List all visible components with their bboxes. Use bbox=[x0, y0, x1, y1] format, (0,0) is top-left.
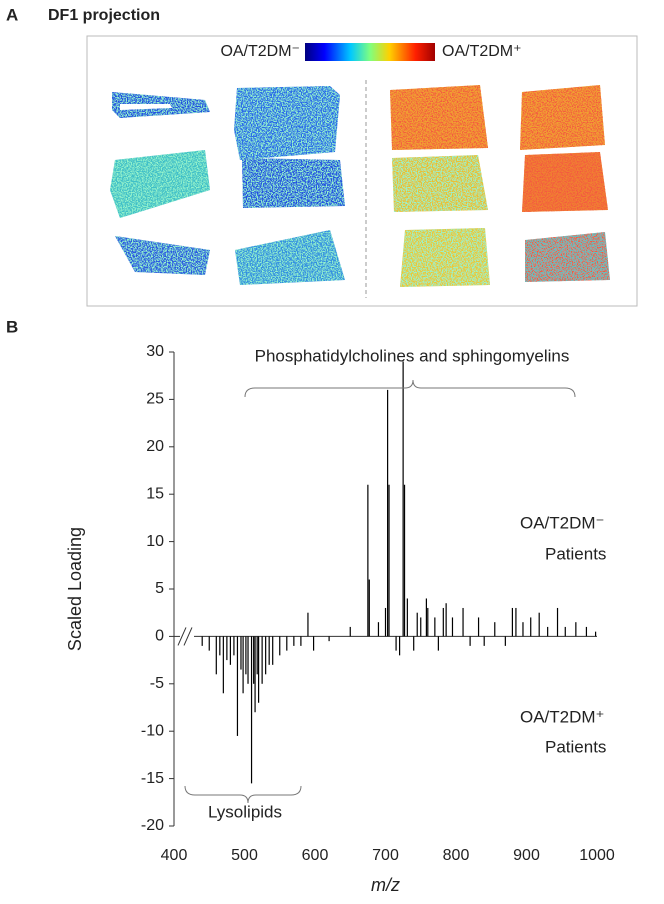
panel-frame bbox=[86, 35, 638, 307]
axis-break bbox=[177, 627, 187, 646]
y-tick-label: -5 bbox=[150, 675, 164, 692]
x-tick-label: 1000 bbox=[579, 847, 615, 864]
tissue bbox=[390, 85, 488, 150]
tissue bbox=[115, 236, 210, 275]
plot: -20 -15 -10 -5 0 5 10 15 20 25 30 400 500 600 700 800 90… bbox=[65, 343, 615, 895]
colorbar-low-label: OA/T2DM⁻ bbox=[220, 43, 300, 60]
panel-title: DF1 projection bbox=[48, 7, 160, 24]
y-tick-label: 5 bbox=[155, 580, 164, 597]
y-tick-label: 15 bbox=[146, 485, 164, 502]
x-tick-label: 600 bbox=[302, 847, 329, 864]
y-axis-label: Scaled Loading bbox=[65, 527, 85, 651]
tissue bbox=[235, 230, 345, 285]
tissue-sections bbox=[110, 85, 610, 287]
tissue bbox=[392, 155, 488, 212]
y-tick-label: 0 bbox=[155, 628, 164, 645]
x-tick-label: 500 bbox=[231, 847, 258, 864]
x-tick-label: 900 bbox=[513, 847, 540, 864]
panel-label: A bbox=[6, 5, 18, 24]
tissue bbox=[242, 158, 345, 208]
x-tick-label: 700 bbox=[372, 847, 399, 864]
tissue bbox=[400, 228, 490, 287]
tissue-notch bbox=[120, 104, 172, 110]
brace bbox=[184, 785, 302, 804]
annotation: Patients bbox=[545, 544, 606, 563]
brace bbox=[244, 379, 576, 398]
x-tick-label: 400 bbox=[161, 847, 188, 864]
colorbar-high-label: OA/T2DM⁺ bbox=[442, 43, 522, 60]
y-tick-label: -20 bbox=[141, 817, 164, 834]
y-tick-label: -15 bbox=[141, 770, 164, 787]
colorbar bbox=[305, 43, 435, 61]
annotation: OA/T2DM⁻ bbox=[520, 513, 605, 532]
y-tick-label: 10 bbox=[146, 533, 164, 550]
tissue bbox=[110, 150, 210, 218]
y-tick-label: 20 bbox=[146, 438, 164, 455]
tissue bbox=[522, 152, 608, 212]
x-tick-label: 800 bbox=[443, 847, 470, 864]
y-tick-label: 30 bbox=[146, 343, 164, 360]
tissue bbox=[234, 86, 340, 160]
y-tick-label: -10 bbox=[141, 722, 164, 739]
panel-label: B bbox=[6, 317, 18, 336]
y-tick-label: 25 bbox=[146, 391, 164, 408]
tissue bbox=[520, 85, 605, 150]
annotation: OA/T2DM⁺ bbox=[520, 707, 605, 726]
annotation: Patients bbox=[545, 737, 606, 756]
axis-break bbox=[183, 627, 193, 646]
annotation: Phosphatidylcholines and sphingomyelins bbox=[255, 346, 570, 365]
x-axis-label: m/z bbox=[371, 875, 400, 895]
annotation: Lysolipids bbox=[208, 802, 282, 821]
tissue bbox=[525, 232, 610, 282]
